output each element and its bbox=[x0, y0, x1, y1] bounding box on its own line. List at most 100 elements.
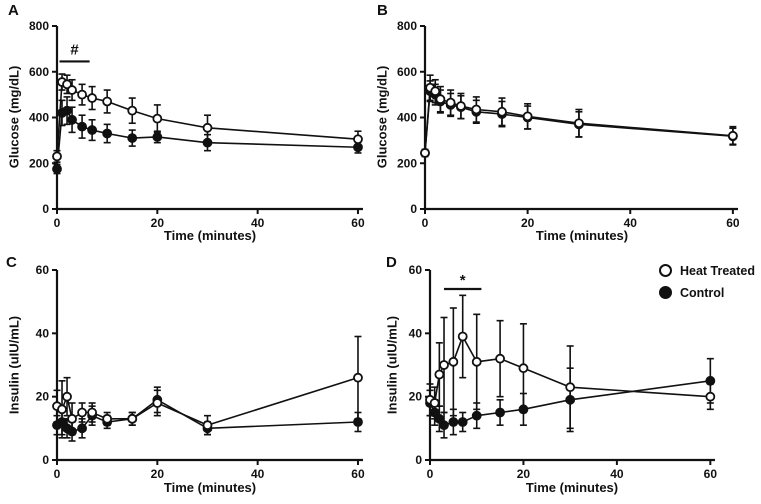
x-tick-label: 40 bbox=[251, 467, 265, 481]
data-point bbox=[127, 105, 138, 116]
data-point bbox=[439, 420, 449, 431]
panel-b-xlabel: Time (minutes) bbox=[535, 228, 629, 243]
data-point bbox=[434, 369, 445, 380]
data-point bbox=[448, 417, 459, 427]
data-point bbox=[565, 382, 576, 393]
data-point bbox=[202, 420, 213, 431]
panel-d: 0 20 40 60 0 20 40 60 * D Insulin (uIU/mL) Time … bbox=[370, 252, 761, 504]
panel-c: 0 20 40 60 0 20 40 60 C Insulin (uIU/mL) Time (… bbox=[0, 252, 380, 504]
open-circle-icon bbox=[658, 264, 672, 277]
data-point bbox=[457, 417, 468, 427]
data-point bbox=[77, 423, 87, 434]
panel-a-xlabel: Time (minutes) bbox=[163, 228, 257, 243]
y-tick-label: 800 bbox=[29, 19, 49, 33]
x-tick-label: 40 bbox=[624, 216, 638, 230]
series-heat-treated bbox=[425, 294, 716, 430]
data-point bbox=[87, 125, 98, 135]
data-point bbox=[497, 106, 507, 117]
data-point bbox=[77, 89, 87, 100]
panel-b-plot: 0 200 400 600 800 0 20 40 60 bbox=[397, 19, 740, 230]
data-point bbox=[495, 353, 505, 364]
data-point bbox=[52, 151, 62, 162]
data-point bbox=[152, 113, 163, 124]
x-tick-label: 60 bbox=[351, 467, 365, 481]
data-point bbox=[430, 86, 441, 97]
data-point bbox=[102, 96, 113, 107]
data-point bbox=[57, 404, 67, 415]
panel-a-ylabel: Glucose (mg/dL) bbox=[6, 65, 22, 169]
legend: Heat Treated Control bbox=[658, 262, 755, 301]
panel-c-plot: 0 20 40 60 0 20 40 60 bbox=[36, 263, 365, 481]
y-tick-label: 200 bbox=[397, 156, 417, 170]
y-tick-label: 400 bbox=[29, 111, 49, 125]
legend-label-control: Control bbox=[679, 285, 725, 300]
data-point bbox=[435, 94, 446, 105]
data-point bbox=[77, 121, 87, 132]
y-tick-label: 200 bbox=[29, 156, 49, 170]
x-tick-label: 40 bbox=[251, 216, 265, 230]
x-tick-label: 40 bbox=[610, 467, 624, 481]
y-tick-label: 40 bbox=[409, 326, 423, 340]
data-point bbox=[445, 97, 456, 108]
legend-item-control: Control bbox=[658, 284, 755, 301]
legend-label-heat-treated: Heat Treated bbox=[679, 263, 755, 278]
data-point bbox=[87, 93, 98, 103]
panel-d-xlabel: Time (minutes) bbox=[525, 480, 619, 495]
data-point bbox=[522, 111, 533, 122]
data-point bbox=[518, 363, 529, 374]
data-point bbox=[87, 407, 98, 418]
panel-c-xlabel: Time (minutes) bbox=[163, 480, 257, 495]
x-tick-label: 60 bbox=[726, 216, 740, 230]
data-point bbox=[67, 413, 77, 424]
y-tick-label: 0 bbox=[42, 202, 49, 216]
x-tick-label: 0 bbox=[54, 467, 61, 481]
x-tick-label: 20 bbox=[151, 467, 165, 481]
series-control bbox=[52, 96, 363, 175]
y-tick-label: 600 bbox=[29, 65, 49, 79]
series-heat-treated bbox=[420, 74, 738, 158]
data-point bbox=[62, 391, 72, 402]
x-tick-label: 20 bbox=[151, 216, 165, 230]
data-point bbox=[102, 413, 113, 424]
x-tick-label: 20 bbox=[517, 467, 531, 481]
data-point bbox=[420, 148, 430, 158]
panel-b-letter: B bbox=[377, 2, 388, 19]
y-tick-label: 20 bbox=[36, 390, 50, 404]
panel-a-plot: 0 200 400 600 800 0 20 40 60 # bbox=[29, 19, 365, 230]
x-tick-label: 60 bbox=[704, 467, 718, 481]
x-tick-label: 0 bbox=[54, 216, 61, 230]
data-point bbox=[202, 122, 213, 133]
panel-c-letter: C bbox=[6, 254, 17, 271]
data-point bbox=[439, 360, 449, 370]
y-tick-label: 40 bbox=[36, 326, 50, 340]
data-point bbox=[102, 128, 113, 139]
data-point bbox=[471, 410, 482, 421]
panel-d-plot: 0 20 40 60 0 20 40 60 * bbox=[409, 263, 718, 481]
filled-circle-icon bbox=[658, 286, 672, 299]
panel-b: 0 200 400 600 800 0 20 40 60 B Glucose (mg/dL) T… bbox=[370, 0, 761, 252]
panel-b-ylabel: Glucose (mg/dL) bbox=[374, 65, 390, 169]
y-tick-label: 20 bbox=[409, 390, 423, 404]
data-point bbox=[353, 372, 363, 383]
y-tick-label: 0 bbox=[42, 453, 49, 467]
panel-c-ylabel: Insulin (uIU/mL) bbox=[6, 315, 22, 415]
y-tick-label: 60 bbox=[36, 263, 50, 277]
y-tick-label: 400 bbox=[397, 111, 417, 125]
data-point bbox=[574, 118, 584, 129]
x-tick-label: 20 bbox=[521, 216, 535, 230]
significance-symbol: * bbox=[460, 272, 466, 289]
series-heat-treated bbox=[52, 73, 363, 163]
data-point bbox=[471, 104, 482, 115]
y-tick-label: 600 bbox=[397, 65, 417, 79]
data-point bbox=[727, 130, 738, 141]
panel-a-letter: A bbox=[8, 2, 19, 19]
data-point bbox=[705, 391, 716, 402]
data-point bbox=[448, 356, 459, 367]
data-point bbox=[429, 398, 440, 408]
y-tick-label: 0 bbox=[415, 453, 422, 467]
legend-item-heat-treated: Heat Treated bbox=[658, 262, 755, 279]
data-point bbox=[52, 164, 62, 174]
data-point bbox=[152, 398, 163, 408]
y-tick-label: 60 bbox=[409, 263, 423, 277]
